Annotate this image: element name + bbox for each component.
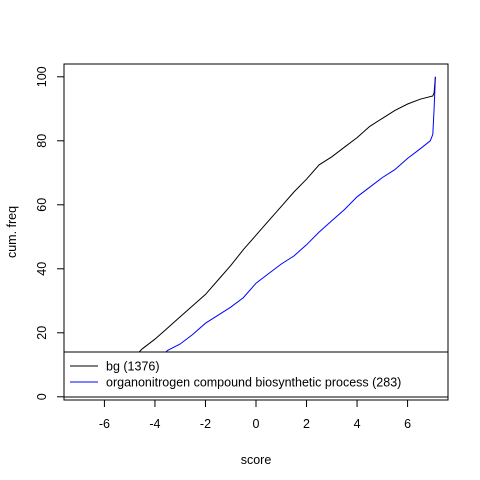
- x-axis: -6 -4 -2 0 2 4 6: [99, 399, 411, 431]
- x-tick-label: -4: [149, 417, 160, 431]
- y-axis: 0 20 40 60 80 100: [35, 66, 65, 400]
- plot-area: [63, 63, 449, 401]
- x-tick-label: 6: [404, 417, 411, 431]
- series-layer: [64, 76, 436, 398]
- y-tick-label: 80: [35, 134, 49, 148]
- y-tick-label: 60: [35, 198, 49, 212]
- legend-box: [63, 351, 449, 398]
- x-axis-label: score: [241, 453, 272, 467]
- x-tick-label: 2: [303, 417, 310, 431]
- y-tick-label: 0: [35, 393, 49, 400]
- legend: bg (1376) organonitrogen compound biosynt…: [63, 351, 449, 398]
- y-tick-label: 40: [35, 262, 49, 276]
- legend-entry-0: bg (1376): [106, 360, 160, 374]
- series-line-1: [64, 76, 436, 398]
- x-tick-label: 0: [253, 417, 260, 431]
- series-line-0: [64, 76, 436, 398]
- y-tick-label: 100: [35, 66, 49, 87]
- legend-entry-1: organonitrogen compound biosynthetic pro…: [106, 376, 401, 390]
- plot-frame: [63, 63, 449, 401]
- x-tick-label: -2: [200, 417, 211, 431]
- y-tick-label: 20: [35, 326, 49, 340]
- x-tick-label: 4: [354, 417, 361, 431]
- x-tick-label: -6: [99, 417, 110, 431]
- y-axis-label: cum. freq: [5, 206, 19, 258]
